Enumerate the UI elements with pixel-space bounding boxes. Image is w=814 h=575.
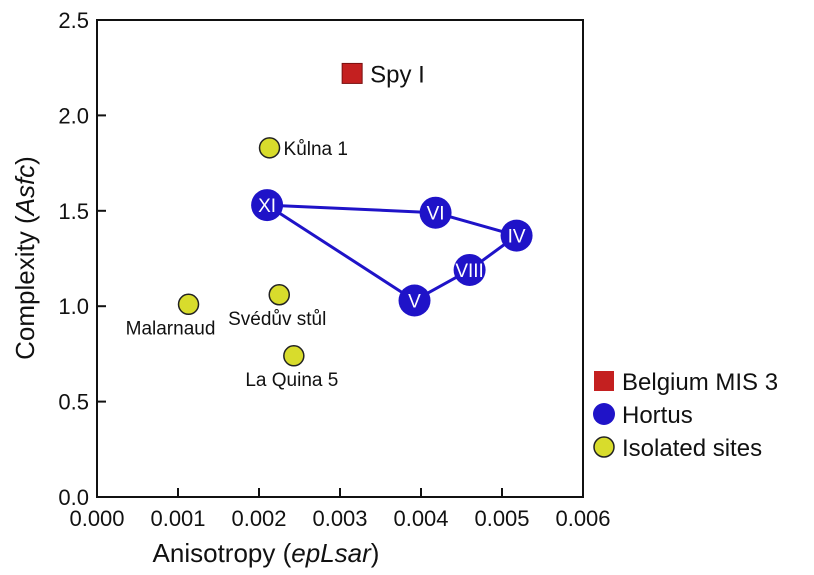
hortus-point-marker	[398, 284, 431, 317]
y-tick-label: 1.5	[58, 199, 89, 224]
isolated-point-marker	[258, 137, 281, 159]
hortus-point-label: XI	[258, 196, 276, 217]
plot-frame	[96, 19, 584, 498]
hortus-connector-line	[265, 203, 519, 302]
hortus-point-marker	[419, 196, 452, 229]
hortus-connector-group	[265, 203, 519, 302]
legend-entry-label: Belgium MIS 3	[622, 369, 778, 396]
hortus-point-label: IV	[508, 227, 526, 248]
y-tick-label: 0.5	[58, 390, 89, 415]
x-tick-label: 0.003	[312, 506, 367, 531]
isolated-point-marker	[268, 284, 290, 306]
y-tick-label: 1.0	[58, 294, 89, 319]
hortus-point-marker	[500, 219, 533, 252]
x-tick-label: 0.002	[231, 506, 286, 531]
x-axis-label: Anisotropy (epLsar)	[153, 538, 380, 568]
isolated-point-label: Malarnaud	[126, 318, 216, 339]
x-tick-label: 0.005	[474, 506, 529, 531]
x-tick-label: 0.006	[555, 506, 610, 531]
x-tick-label: 0.000	[69, 506, 124, 531]
isolated-point-label: Svédův stůl	[228, 309, 326, 330]
legend-hortus-swatch	[593, 403, 615, 425]
legend-belgium-swatch	[594, 371, 614, 391]
isolated-point-marker	[177, 293, 200, 316]
x-tick-label: 0.001	[150, 506, 205, 531]
x-tick-label: 0.004	[393, 506, 448, 531]
marks-group	[177, 62, 533, 367]
hortus-point-label: VI	[427, 204, 445, 225]
legend-isolated-swatch	[593, 436, 615, 458]
axes	[96, 19, 584, 498]
hortus-point-marker	[251, 189, 284, 222]
hortus-point-label: V	[408, 291, 421, 312]
legend-entry-label: Hortus	[622, 402, 693, 429]
isolated-point-marker	[283, 345, 305, 367]
legend-entry-label: Isolated sites	[622, 435, 762, 462]
hortus-point-label: VIII	[455, 261, 484, 282]
y-tick-label: 2.0	[58, 103, 89, 128]
belgium-point-marker	[341, 62, 363, 84]
legend: Belgium MIS 3 Hortus Isolated sites	[593, 369, 778, 462]
labels-group: Spy I XI VI IV VIII V Kůlna 1 Malarnaud Svédův s…	[126, 61, 526, 390]
y-tick-label: 2.5	[58, 8, 89, 33]
y-axis-label: Complexity (Asfc)	[10, 156, 40, 360]
isolated-point-label: Kůlna 1	[284, 139, 348, 160]
y-tick-label: 0.0	[58, 485, 89, 510]
hortus-point-marker	[453, 253, 486, 286]
spy-point-label: Spy I	[370, 61, 425, 88]
tick-group: 0.000 0.001 0.002 0.003 0.004 0.005 0.006 0.0 0.…	[58, 8, 610, 531]
isolated-point-label: La Quina 5	[245, 370, 338, 391]
